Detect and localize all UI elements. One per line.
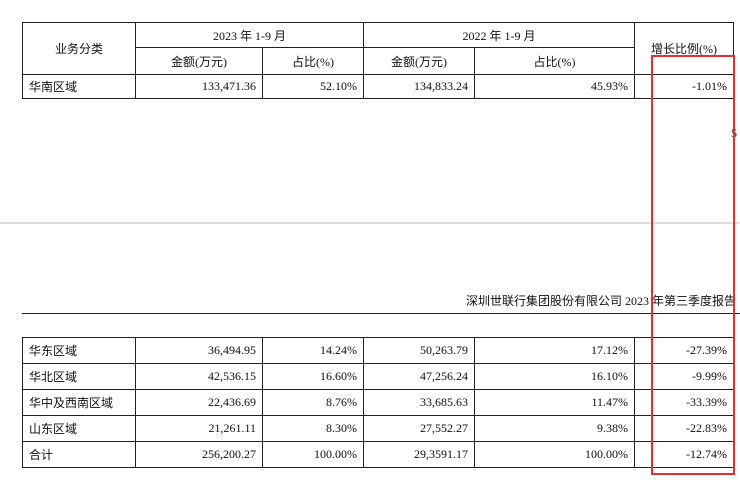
header-cell: 金额(万元)	[363, 47, 475, 75]
cell: 100.00%	[474, 441, 635, 468]
row-label: 华东区域	[22, 337, 136, 364]
cell: 52.10%	[262, 74, 364, 99]
cell: 17.12%	[474, 337, 635, 364]
cell: 29,3591.17	[363, 441, 475, 468]
cell: 133,471.36	[135, 74, 263, 99]
cell: 8.76%	[262, 389, 364, 416]
row-label: 合计	[22, 441, 136, 468]
table-row: 华北区域 42,536.15 16.60% 47,256.24 16.10% -9.99%	[22, 363, 734, 390]
cell: 16.10%	[474, 363, 635, 390]
cell: 33,685.63	[363, 389, 475, 416]
header-cell: 金额(万元)	[135, 47, 263, 75]
cell: 45.93%	[474, 74, 635, 99]
header-cell: 增长比例(%)	[634, 22, 734, 75]
header-cell: 2023 年 1-9 月	[135, 22, 364, 48]
cell: 8.30%	[262, 415, 364, 442]
cell: -12.74%	[634, 441, 734, 468]
cell: 256,200.27	[135, 441, 263, 468]
cell: 27,552.27	[363, 415, 475, 442]
header-cell: 业务分类	[22, 22, 136, 75]
table-bottom: 华东区域 36,494.95 14.24% 50,263.79 17.12% -27.39…	[22, 337, 734, 468]
cell: 42,536.15	[135, 363, 263, 390]
cell: 50,263.79	[363, 337, 475, 364]
cell: -22.83%	[634, 415, 734, 442]
header-cell: 占比(%)	[262, 47, 364, 75]
cell: 9.38%	[474, 415, 635, 442]
row-label: 山东区域	[22, 415, 136, 442]
running-header: 深圳世联行集团股份有限公司 2023 年第三季度报告	[465, 294, 736, 308]
table-row: 华中及西南区域 22,436.69 8.76% 33,685.63 11.47% -33.…	[22, 389, 734, 416]
cell: 11.47%	[474, 389, 635, 416]
cell: 16.60%	[262, 363, 364, 390]
cell: 14.24%	[262, 337, 364, 364]
cell: 134,833.24	[363, 74, 475, 99]
cell: 22,436.69	[135, 389, 263, 416]
page-separator	[0, 222, 740, 224]
header-cell: 2022 年 1-9 月	[363, 22, 635, 48]
table-top: 业务分类 2023 年 1-9 月 2022 年 1-9 月 增长比例(%) 金…	[22, 22, 734, 99]
cell: 47,256.24	[363, 363, 475, 390]
cell: 100.00%	[262, 441, 364, 468]
table-row: 山东区域 21,261.11 8.30% 27,552.27 9.38% -22.83%	[22, 415, 734, 442]
header-rule	[22, 313, 740, 314]
cell: -9.99%	[634, 363, 734, 390]
cell: 36,494.95	[135, 337, 263, 364]
cell: -1.01%	[634, 74, 734, 99]
table-row: 合计 256,200.27 100.00% 29,3591.17 100.00% -12.…	[22, 441, 734, 468]
table-row: 华南区域 133,471.36 52.10% 134,833.24 45.93% -1.0…	[22, 74, 734, 99]
header-cell: 占比(%)	[474, 47, 635, 75]
row-label: 华南区域	[22, 74, 136, 99]
row-label: 华北区域	[22, 363, 136, 390]
row-label: 华中及西南区域	[22, 389, 136, 416]
table-row: 华东区域 36,494.95 14.24% 50,263.79 17.12% -27.39…	[22, 337, 734, 364]
highlight-box	[651, 55, 735, 475]
cell: 21,261.11	[135, 415, 263, 442]
cell: -33.39%	[634, 389, 734, 416]
